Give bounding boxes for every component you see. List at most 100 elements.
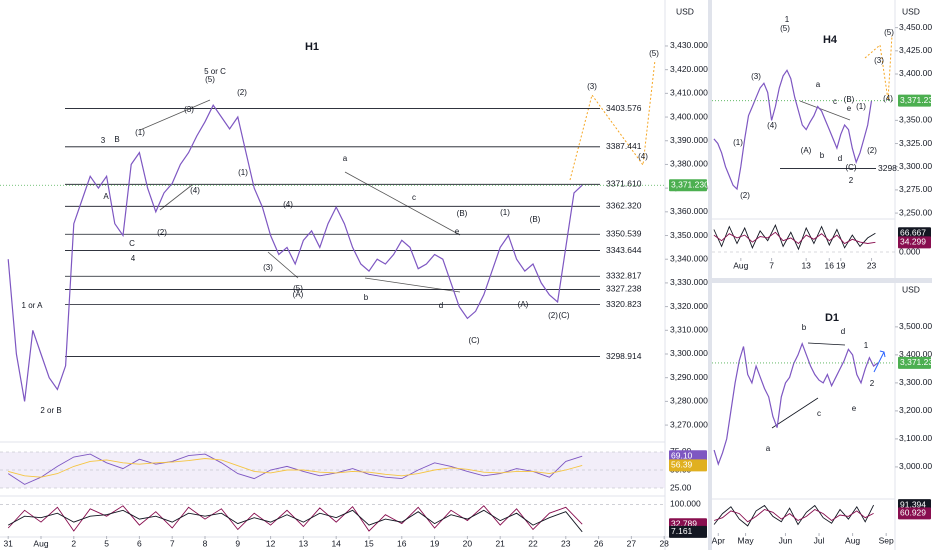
y-tick-label: 3,000.000 <box>899 461 932 471</box>
price-box <box>669 450 707 463</box>
y-tick-label: 3,400.000 <box>899 68 932 78</box>
price-box-label: 69.10 <box>671 450 693 460</box>
wave-trendline <box>139 99 851 293</box>
level-label: 3343.644 <box>606 245 642 255</box>
indicator-tick-label: 0.000 <box>899 246 921 256</box>
indicator-tick-label: 25.00 <box>670 482 692 492</box>
wave-label: (C) <box>468 336 479 345</box>
wave-label: (1) <box>238 168 248 177</box>
y-tick-label: 3,290.000 <box>670 372 708 382</box>
price-box-label: 66.667 <box>900 227 926 237</box>
x-tick-label: Aug <box>33 538 48 548</box>
x-tick-label: 6 <box>137 538 142 548</box>
wave-label: 1 <box>785 15 790 24</box>
x-tick-label: 22 <box>528 538 538 548</box>
wave-label: 1 <box>864 341 869 350</box>
pane-separator <box>708 0 712 550</box>
y-tick-label: 3,340.000 <box>670 253 708 263</box>
x-tick-label: 16 <box>825 260 835 270</box>
wave-label: 4 <box>131 254 136 263</box>
wave-label: B <box>114 135 119 144</box>
y-tick-label: 3,400.000 <box>899 349 932 359</box>
wave-label: d <box>838 154 842 163</box>
y-tick-label: 3,450.000 <box>899 22 932 32</box>
price-line <box>713 69 873 191</box>
price-line <box>713 341 879 466</box>
wave-label: (2) <box>548 311 558 320</box>
x-tick-label: 19 <box>430 538 440 548</box>
level-label: 3403.576 <box>606 103 642 113</box>
price-box-label: 3,371.230 <box>900 95 932 105</box>
y-tick-label: 3,410.000 <box>670 88 708 98</box>
wave-label: (B) <box>844 95 855 104</box>
wave-label: b <box>802 323 807 332</box>
wave-label: (3) <box>263 263 273 272</box>
wave-label: (2) <box>157 228 167 237</box>
price-line <box>8 458 583 478</box>
level-label: 3298.914 <box>606 351 642 361</box>
y-tick-label: 3,325.000 <box>899 138 932 148</box>
indicator-tick-label: 100.000 <box>670 499 701 509</box>
price-line <box>7 509 583 533</box>
price-box-label: 91.394 <box>900 499 926 509</box>
y-tick-label: 3,300.000 <box>899 377 932 387</box>
wave-label: (5) <box>205 75 215 84</box>
x-tick-label: Jul <box>814 535 825 545</box>
wave-label: 2 <box>870 379 875 388</box>
wave-label: (1) <box>135 128 145 137</box>
wave-label: (2) <box>740 191 750 200</box>
wave-label: 2 or B <box>40 406 61 415</box>
level-label: 3327.238 <box>606 284 642 294</box>
wave-label: a <box>343 154 348 163</box>
wave-label: (1) <box>500 208 510 217</box>
pane-separator <box>712 278 932 283</box>
y-tick-label: 3,360.000 <box>670 206 708 216</box>
price-box <box>898 236 931 249</box>
y-tick-label: 3,100.000 <box>899 433 932 443</box>
x-tick-label: 23 <box>561 538 571 548</box>
wave-label: d <box>841 327 845 336</box>
wave-label: e <box>852 404 857 413</box>
wave-label: a <box>816 80 821 89</box>
wave-label: (5) <box>649 49 659 58</box>
wave-label: b <box>364 293 369 302</box>
wave-label: (A) <box>293 290 304 299</box>
y-tick-label: 3,200.000 <box>899 405 932 415</box>
level-label: 3332.817 <box>606 270 642 280</box>
wave-label: a <box>766 444 771 453</box>
level-label: 3298. <box>878 163 899 173</box>
wave-label: (4) <box>190 186 200 195</box>
x-tick-label: 2 <box>71 538 76 548</box>
price-box <box>669 179 707 192</box>
price-box-label: 32.789 <box>671 518 697 528</box>
y-tick-label: 3,320.000 <box>670 301 708 311</box>
price-line <box>7 104 583 402</box>
wave-label: (2) <box>237 88 247 97</box>
projection-path <box>864 34 893 101</box>
x-tick-label: Sep <box>879 535 894 545</box>
wave-label: C <box>129 239 135 248</box>
price-box <box>669 459 707 472</box>
price-line <box>713 231 876 245</box>
x-tick-label: 8 <box>203 538 208 548</box>
wave-label: (5) <box>293 284 303 293</box>
x-tick-label: May <box>738 535 755 545</box>
y-tick-label: 3,430.000 <box>670 40 708 50</box>
y-tick-label: 3,310.000 <box>670 325 708 335</box>
x-tick-label: 13 <box>299 538 309 548</box>
level-label: 3350.539 <box>606 228 642 238</box>
y-tick-label: 3,380.000 <box>670 159 708 169</box>
wave-label: (A) <box>801 146 812 155</box>
x-tick-label: 31 <box>3 538 13 548</box>
price-box-label: 3,371.230 <box>671 179 709 189</box>
level-label: 3362.320 <box>606 201 642 211</box>
price-line <box>7 453 583 485</box>
price-box <box>669 525 707 538</box>
price-box-label: 34.299 <box>900 237 926 247</box>
y-tick-label: 3,390.000 <box>670 135 708 145</box>
y-tick-label: 3,280.000 <box>670 396 708 406</box>
currency-label: USD <box>902 6 920 16</box>
x-tick-label: Aug <box>733 260 748 270</box>
wave-label: (4) <box>767 121 777 130</box>
